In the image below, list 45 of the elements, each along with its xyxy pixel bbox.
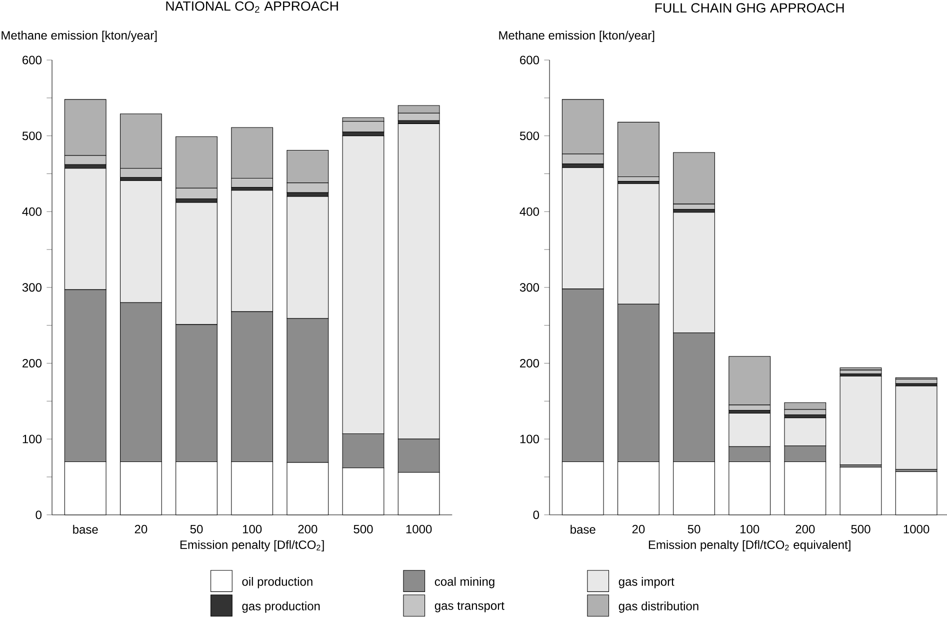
bar <box>840 370 882 374</box>
y-tick-label: 600 <box>520 56 540 64</box>
y-tick-label: 100 <box>22 434 42 444</box>
x-tick-label: 1000 <box>406 524 432 534</box>
y-tick-label: 200 <box>22 359 42 368</box>
legend-label: coal mining <box>434 577 494 588</box>
y-tick-label: 300 <box>520 283 540 292</box>
y-tick-label: 200 <box>520 359 540 368</box>
legend-label: gas distribution <box>618 602 698 613</box>
legend-label: gas import <box>618 577 674 588</box>
chart-title: NATIONAL CO$_{2}$ APPROACH <box>166 1 338 13</box>
x-tick-label: 20 <box>134 524 148 534</box>
x-tick-label: base <box>73 524 98 534</box>
y-tick-label: 400 <box>520 207 540 216</box>
chart-title: FULL CHAIN GHG APPROACH <box>655 3 844 13</box>
bar <box>840 376 882 466</box>
y-tick-label: 0 <box>36 510 42 520</box>
x-tick-label: 200 <box>298 524 318 534</box>
bar <box>895 386 938 470</box>
x-axis-title: Emission penalty [Dfl/tCO$_{2}$] <box>180 540 324 552</box>
bar <box>618 122 660 178</box>
x-tick-label: 1000 <box>904 524 930 534</box>
legend-label: gas transport <box>434 602 504 612</box>
bar <box>342 121 384 132</box>
x-tick-label: 500 <box>851 524 870 534</box>
y-tick-label: 300 <box>22 283 42 292</box>
x-tick-label: 20 <box>632 524 645 534</box>
y-tick-label: 100 <box>520 434 540 444</box>
y-axis-title: Methane emission [kton/year] <box>2 30 157 42</box>
y-tick-label: 400 <box>22 207 42 216</box>
x-tick-label: 200 <box>796 524 815 534</box>
x-tick-label: 50 <box>190 524 203 534</box>
y-tick-label: 500 <box>22 132 42 140</box>
x-tick-label: 100 <box>242 524 262 534</box>
y-tick-label: 500 <box>520 132 540 140</box>
x-tick-label: 50 <box>688 524 700 534</box>
x-tick-label: base <box>570 524 596 534</box>
legend-label: gas production <box>242 602 320 613</box>
x-tick-label: 500 <box>354 524 373 534</box>
legend-label: oil production <box>242 577 312 588</box>
x-axis-title: Emission penalty [Dfl/tCO$_{2}$ equivalent] <box>648 540 850 552</box>
y-tick-label: 0 <box>533 510 540 520</box>
y-tick-label: 600 <box>22 56 42 64</box>
x-tick-label: 100 <box>740 524 760 534</box>
y-axis-title: Methane emission [kton/year] <box>499 30 654 42</box>
